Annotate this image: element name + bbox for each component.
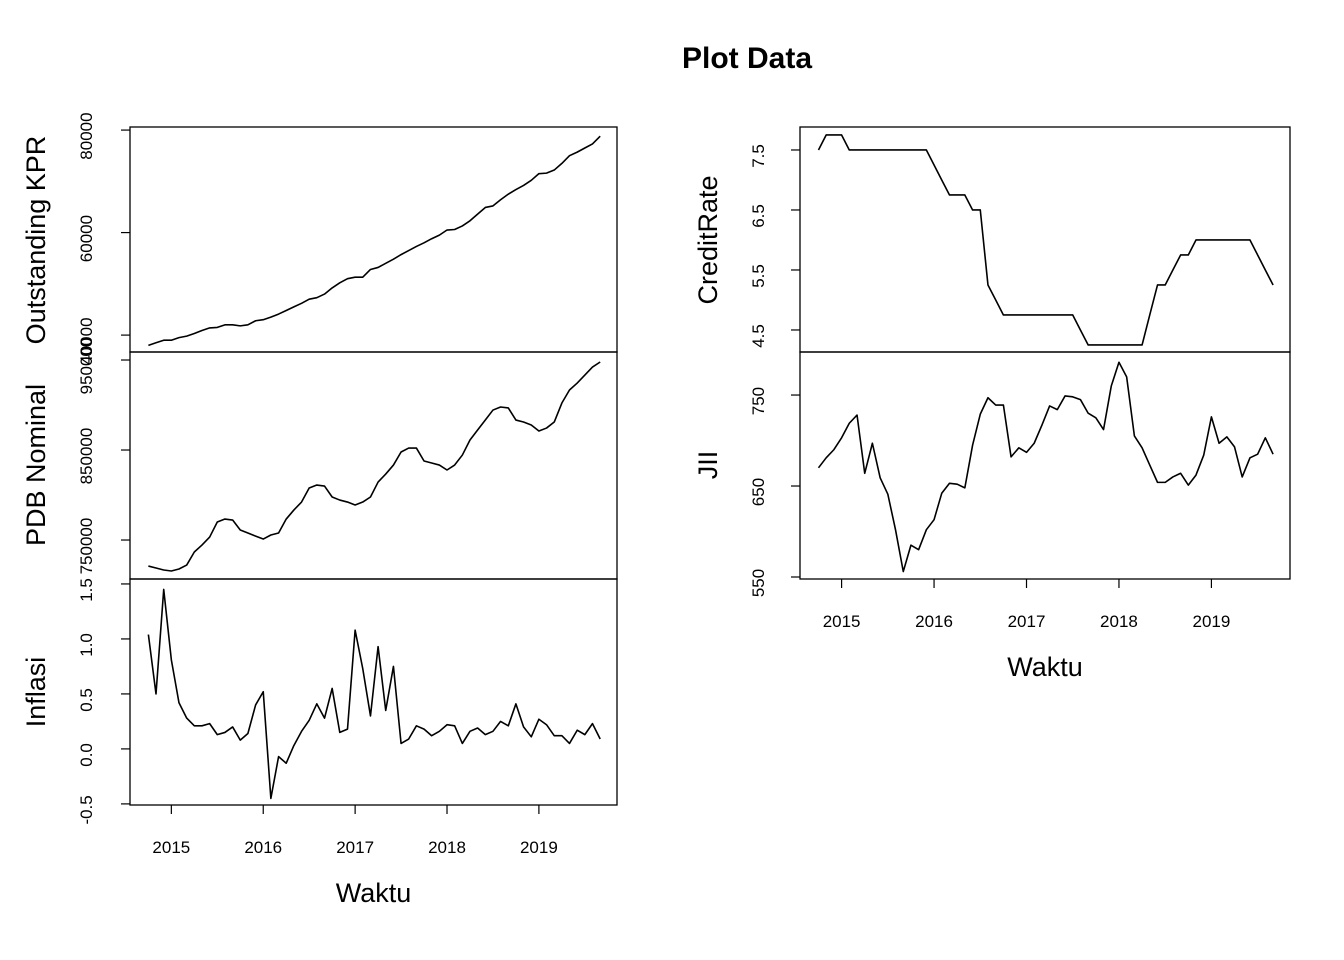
x-tick-label: 2017	[336, 838, 374, 857]
y-axis-label: JII	[693, 451, 723, 480]
y-tick-label: 5.5	[749, 264, 768, 288]
y-axis-label: CreditRate	[693, 175, 723, 304]
x-tick-label: 2016	[915, 612, 953, 631]
chart-title: Plot Data	[682, 42, 812, 75]
panel-frame	[799, 351, 1291, 580]
y-tick-label: 1.5	[77, 578, 96, 602]
y-axis-label: Inflasi	[21, 657, 51, 728]
y-tick-label: 6.5	[749, 204, 768, 228]
y-tick-label: 60000	[77, 215, 96, 262]
y-tick-label: 650	[749, 478, 768, 506]
y-tick-label: 80000	[77, 112, 96, 159]
x-tick-label: 2015	[823, 612, 861, 631]
x-tick-label: 2015	[152, 838, 190, 857]
series-line	[148, 135, 601, 347]
x-tick-label: 2018	[428, 838, 466, 857]
y-tick-label: 850000	[77, 428, 96, 485]
y-tick-label: 7.5	[749, 144, 768, 168]
x-tick-label: 2017	[1008, 612, 1046, 631]
panel-frame	[129, 578, 618, 806]
y-tick-label: 750000	[77, 518, 96, 575]
x-axis-label: Waktu	[336, 878, 412, 908]
x-tick-label: 2016	[244, 838, 282, 857]
x-tick-label: 2019	[520, 838, 558, 857]
x-axis-label: Waktu	[1007, 652, 1083, 682]
y-axis-label: Outstanding KPR	[21, 136, 51, 345]
series-line	[817, 134, 1274, 346]
x-tick-label: 2019	[1193, 612, 1231, 631]
series-line	[148, 361, 601, 572]
y-tick-label: 1.0	[77, 633, 96, 657]
y-tick-label: 0.5	[77, 688, 96, 712]
series-line	[147, 588, 601, 800]
y-tick-label: 550	[749, 569, 768, 597]
panel-frame	[129, 126, 618, 353]
y-tick-label: 40000	[77, 317, 96, 364]
y-tick-label: 0.0	[77, 743, 96, 767]
x-tick-label: 2018	[1100, 612, 1138, 631]
y-tick-label: 750	[749, 387, 768, 415]
y-axis-label: PDB Nominal	[21, 384, 51, 546]
y-tick-label: 950000	[77, 338, 96, 395]
y-tick-label: -0.5	[77, 795, 96, 824]
series-line	[817, 361, 1274, 573]
y-tick-label: 4.5	[749, 324, 768, 348]
